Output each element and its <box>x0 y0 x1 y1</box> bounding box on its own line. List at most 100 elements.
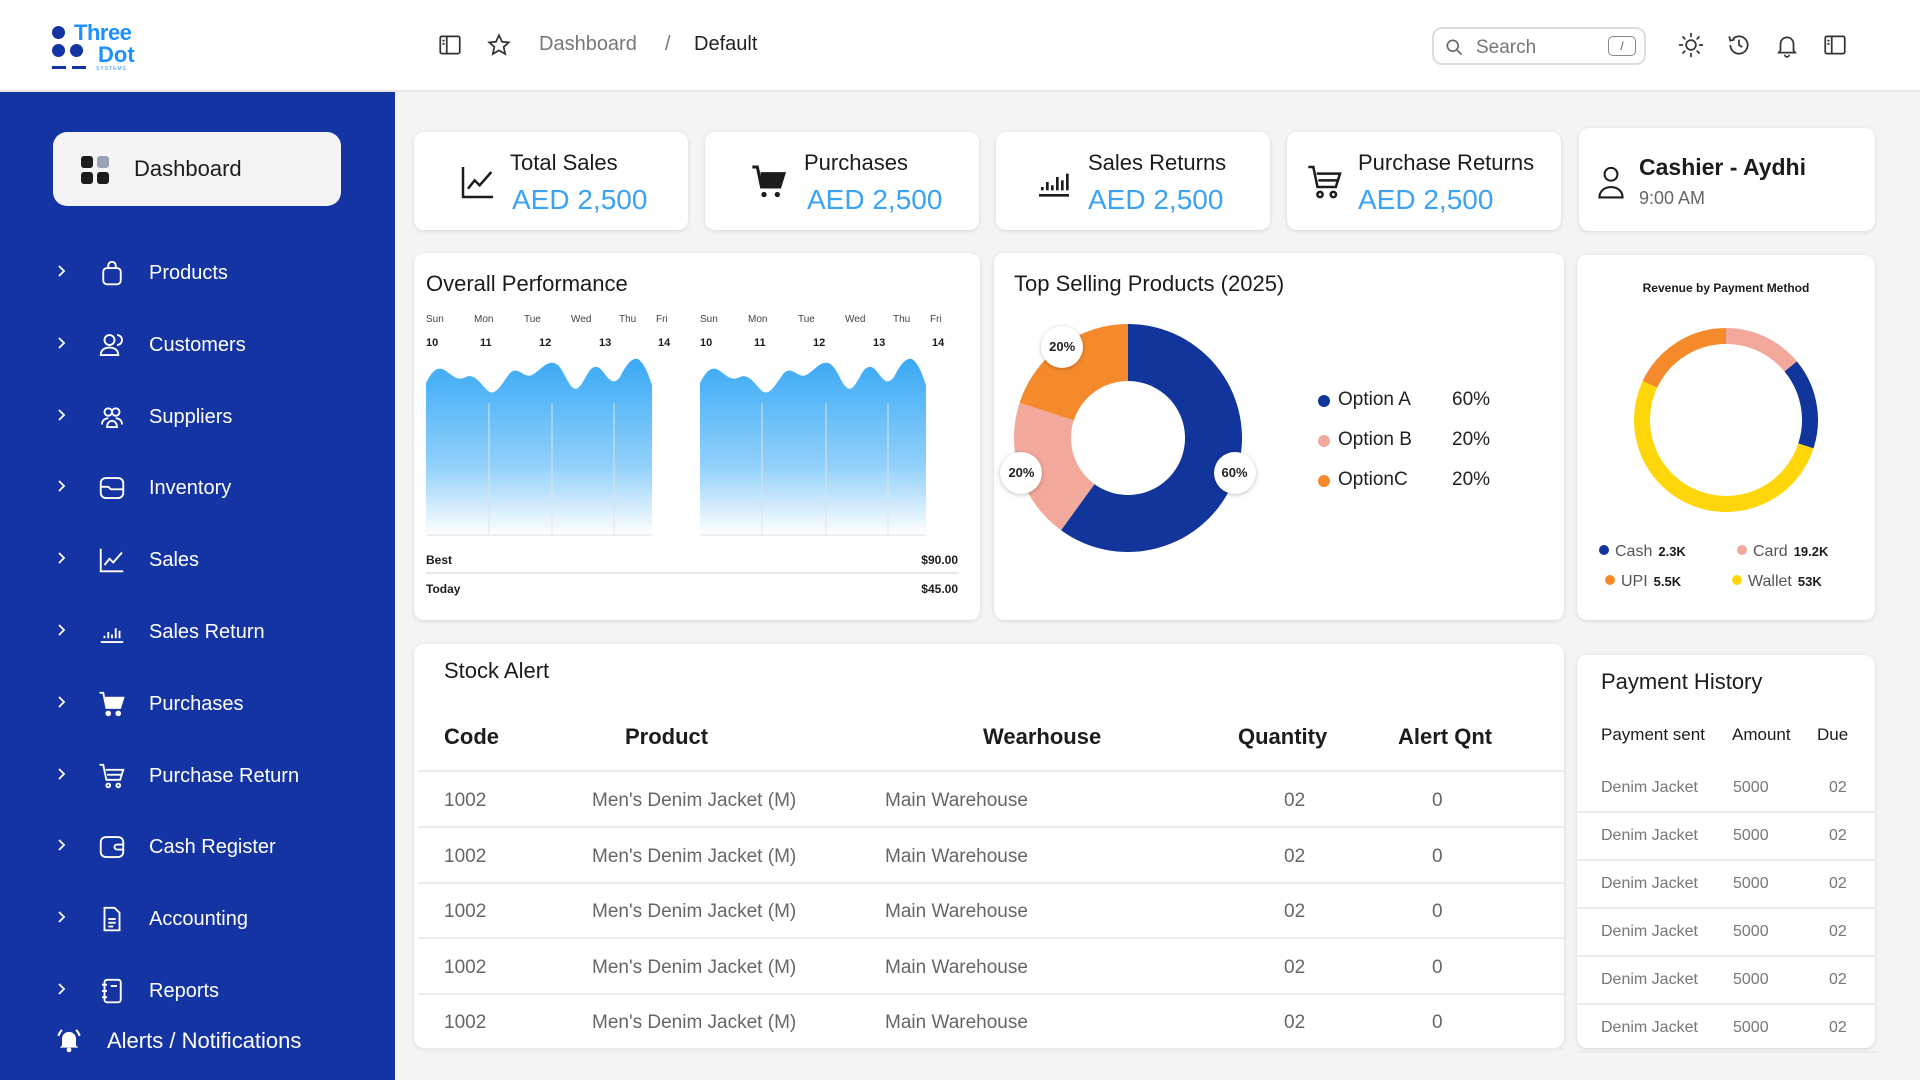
search-shortcut-badge: / <box>1608 36 1636 56</box>
bar-chart-icon <box>1034 162 1074 202</box>
legend-swatch <box>1605 575 1615 585</box>
table-cell: 02 <box>1829 875 1847 892</box>
performance-area-week-2 <box>700 358 926 535</box>
bell-icon <box>55 1026 83 1054</box>
top-selling-slice-optionc[interactable] <box>1019 324 1128 421</box>
table-cell: 1002 <box>444 956 487 978</box>
table-cell: 1002 <box>444 845 487 867</box>
sidebar-item-purchase-return[interactable]: Purchase Return <box>0 751 395 801</box>
chevron-right-icon[interactable] <box>56 550 70 570</box>
col-product: Product <box>625 724 709 749</box>
chevron-right-icon[interactable] <box>56 622 70 642</box>
table-cell: Men's Denim Jacket (M) <box>592 956 797 978</box>
stat-card-sales-returns[interactable]: Sales Returns AED 2,500 <box>996 132 1270 230</box>
table-row[interactable]: 1002 Men's Denim Jacket (M) Main Warehouse… <box>418 996 1564 1050</box>
sidebar-item-accounting[interactable]: Accounting <box>0 894 395 944</box>
table-row[interactable]: 1002 Men's Denim Jacket (M) Main Warehouse… <box>418 830 1564 884</box>
chevron-right-icon[interactable] <box>56 837 70 857</box>
sidebar-item-dashboard[interactable]: Dashboard <box>53 132 341 206</box>
chevron-right-icon[interactable] <box>56 478 70 498</box>
stat-card-purchases[interactable]: Purchases AED 2,500 <box>705 132 979 230</box>
stat-title: Total Sales <box>510 150 618 175</box>
list-item[interactable]: Denim Jacket 5000 02 <box>1577 957 1877 1005</box>
chevron-right-icon[interactable] <box>56 766 70 786</box>
sidebar-item-alerts[interactable]: Alerts / Notifications <box>0 1014 395 1064</box>
list-item[interactable]: Denim Jacket 5000 02 <box>1577 1005 1877 1053</box>
sidebar-item-inventory[interactable]: Inventory <box>0 463 395 513</box>
legend-item: UPI 5.5K <box>1605 573 1681 591</box>
sidebar-item-purchases[interactable]: Purchases <box>0 679 395 729</box>
chevron-right-icon[interactable] <box>56 981 70 1001</box>
revenue-slice-card[interactable] <box>1725 328 1797 372</box>
top-selling-title: Top Selling Products (2025) <box>1014 271 1285 296</box>
star-icon[interactable] <box>486 32 512 58</box>
revenue-slice-upi[interactable] <box>1642 328 1727 388</box>
list-item[interactable]: Denim Jacket 5000 02 <box>1577 861 1877 909</box>
sidebar-item-customers[interactable]: Customers <box>0 320 395 370</box>
table-row[interactable]: 1002 Men's Denim Jacket (M) Main Warehouse… <box>418 941 1564 995</box>
search-input[interactable]: Search / <box>1432 27 1646 65</box>
three-dot-logo[interactable]: Three Dot SYSTEMS <box>52 22 162 72</box>
day-label: Wed <box>571 314 592 325</box>
cashier-name: Cashier - Aydhi <box>1639 154 1806 180</box>
list-item[interactable]: Denim Jacket 5000 02 <box>1577 765 1877 813</box>
table-cell: Main Warehouse <box>885 790 1028 811</box>
folder-icon <box>97 473 127 503</box>
table-cell: 1002 <box>444 790 487 811</box>
table-cell: 02 <box>1829 971 1847 988</box>
day-label: Mon <box>748 314 768 325</box>
shopping-bag-icon <box>97 258 127 288</box>
stat-value: AED 2,500 <box>1088 184 1224 215</box>
table-cell: Denim Jacket <box>1601 779 1698 796</box>
legend-label: Wallet <box>1748 573 1792 590</box>
history-icon[interactable] <box>1726 32 1752 58</box>
date-label: 12 <box>813 337 826 349</box>
sidebar-item-products[interactable]: Products <box>0 248 395 298</box>
sun-icon[interactable] <box>1678 32 1704 58</box>
table-row[interactable]: 1002 Men's Denim Jacket (M) Main Warehouse… <box>418 774 1564 828</box>
list-item[interactable]: Denim Jacket 5000 02 <box>1577 813 1877 861</box>
stat-card-purchase-returns[interactable]: Purchase Returns AED 2,500 <box>1287 132 1561 230</box>
day-label: Mon <box>474 314 494 325</box>
sidebar-toggle-icon[interactable] <box>437 32 463 58</box>
today-value: $45.00 <box>921 582 958 596</box>
chevron-right-icon[interactable] <box>56 407 70 427</box>
day-label: Wed <box>845 314 866 325</box>
table-cell: Denim Jacket <box>1601 971 1698 988</box>
chevron-right-icon[interactable] <box>56 909 70 929</box>
user-group-icon <box>97 402 127 432</box>
top-selling-slice-option-a[interactable] <box>1060 324 1242 552</box>
stat-card-total-sales[interactable]: Total Sales AED 2,500 <box>414 132 688 230</box>
revenue-slice-cash[interactable] <box>1784 361 1818 449</box>
table-cell: Men's Denim Jacket (M) <box>592 901 797 922</box>
table-cell: 0 <box>1432 956 1443 978</box>
chevron-right-icon[interactable] <box>56 694 70 714</box>
payment-history-card: Payment History Payment sent Amount Due … <box>1577 655 1877 1053</box>
table-cell: 1002 <box>444 1012 487 1033</box>
panel-toggle-icon[interactable] <box>1822 32 1848 58</box>
performance-area-chart <box>426 358 959 574</box>
cashier-card[interactable]: Cashier - Aydhi 9:00 AM <box>1579 128 1875 231</box>
col-quantity: Quantity <box>1238 724 1328 749</box>
list-item[interactable]: Denim Jacket 5000 02 <box>1577 909 1877 957</box>
legend-item: Card 19.2K <box>1737 543 1828 561</box>
sidebar-item-cash-register[interactable]: Cash Register <box>0 822 395 872</box>
revenue-payment-card: Revenue by Payment Method Cash 2.3K Card 19… <box>1577 255 1875 620</box>
logo-word-2: Dot <box>98 42 135 67</box>
date-label: 13 <box>873 337 886 349</box>
sidebar-item-sales-return[interactable]: Sales Return <box>0 607 395 657</box>
chevron-right-icon[interactable] <box>56 263 70 283</box>
sidebar-item-reports[interactable]: Reports <box>0 966 395 1016</box>
breadcrumb-dashboard[interactable]: Dashboard <box>539 33 637 55</box>
sidebar-item-label: Dashboard <box>134 156 242 181</box>
top-selling-slice-option-b[interactable] <box>1014 402 1095 531</box>
revenue-slice-wallet[interactable] <box>1634 380 1814 512</box>
bell-icon[interactable] <box>1774 32 1800 58</box>
legend-label: Option B <box>1338 429 1412 450</box>
chevron-right-icon[interactable] <box>56 335 70 355</box>
sidebar-item-sales[interactable]: Sales <box>0 535 395 585</box>
table-row[interactable]: 1002 Men's Denim Jacket (M) Main Warehouse… <box>418 885 1564 939</box>
sidebar-item-suppliers[interactable]: Suppliers <box>0 392 395 442</box>
date-label: 14 <box>932 337 945 349</box>
table-cell: Men's Denim Jacket (M) <box>592 790 797 811</box>
